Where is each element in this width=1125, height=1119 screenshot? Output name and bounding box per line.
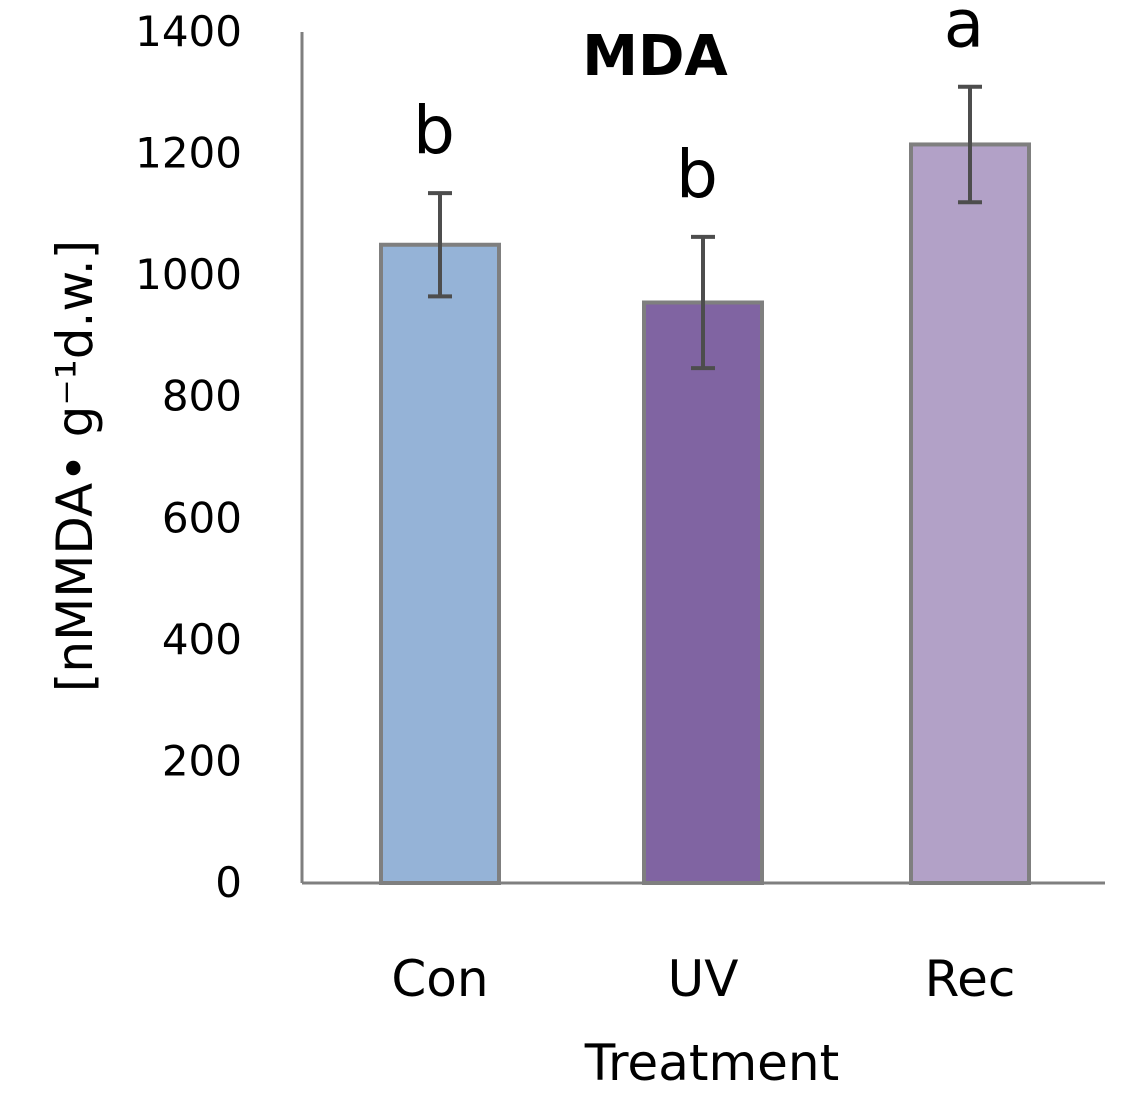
category-label-uv: UV [668,950,739,1008]
error-bars [428,84,982,371]
y-tick-label: 400 [162,615,242,664]
y-tick-label: 1000 [135,250,242,299]
category-label-rec: Rec [925,950,1016,1008]
significance-labels: b b a [413,0,984,213]
error-bar-rec [958,84,982,205]
y-axis-title: [nMMDA• g⁻¹d.w.] [46,240,104,692]
y-tick-label: 600 [162,493,242,542]
y-tick-label: 800 [162,372,242,421]
error-bar-uv [691,234,715,371]
significance-label-uv: b [676,136,718,213]
y-tick-label: 1400 [135,7,242,56]
chart-title: MDA [582,24,728,89]
x-axis-title: Treatment [584,1034,839,1092]
error-bar-con [428,191,452,299]
category-label-con: Con [391,950,488,1008]
category-labels: Con UV Rec [391,950,1015,1008]
bar-con [379,242,501,885]
y-tick-label: 1200 [135,129,242,178]
bar-uv [642,300,764,886]
y-tick-label: 200 [162,736,242,785]
significance-label-rec: a [944,0,984,63]
y-tick-label: 0 [215,858,242,907]
significance-label-con: b [413,92,455,169]
bars [379,142,1031,886]
bar-rec [909,142,1031,886]
y-tick-labels: 0 200 400 600 800 1000 1200 1400 [135,7,242,907]
